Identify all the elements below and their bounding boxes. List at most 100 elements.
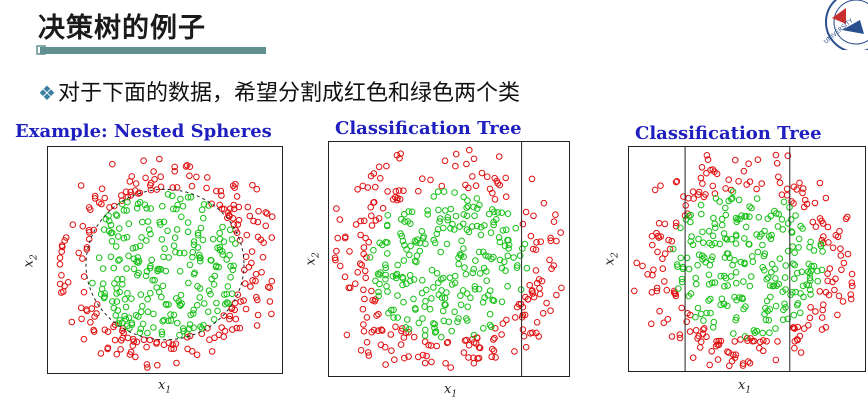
- red-point: [143, 343, 150, 351]
- red-point: [745, 358, 752, 365]
- red-point: [371, 297, 379, 305]
- green-point: [447, 205, 455, 213]
- red-point: [499, 320, 507, 327]
- red-point: [169, 341, 176, 348]
- red-point: [692, 327, 700, 334]
- green-point: [791, 261, 798, 269]
- red-point: [231, 306, 238, 314]
- red-point: [122, 188, 130, 196]
- red-point: [254, 296, 261, 304]
- red-point: [346, 248, 353, 255]
- red-point: [834, 311, 841, 319]
- red-point: [661, 278, 668, 285]
- red-point: [140, 157, 147, 164]
- red-point: [211, 334, 218, 342]
- red-point: [268, 213, 276, 220]
- green-point: [133, 204, 141, 212]
- red-point: [370, 198, 378, 206]
- green-point: [433, 230, 441, 238]
- green-point: [397, 216, 405, 223]
- red-point: [208, 348, 216, 355]
- red-point: [61, 282, 68, 290]
- green-point: [722, 204, 729, 212]
- red-point: [800, 203, 808, 211]
- red-point: [829, 244, 837, 252]
- green-point: [222, 300, 229, 308]
- green-point: [404, 316, 411, 323]
- bullet-text-line: ❖对于下面的数据，希望分割成红色和绿色两个类: [38, 75, 520, 107]
- red-point: [689, 188, 697, 196]
- green-point: [180, 327, 187, 335]
- red-point: [93, 301, 101, 308]
- red-point: [242, 305, 250, 313]
- green-point: [176, 331, 183, 339]
- green-point: [201, 300, 208, 307]
- red-point: [64, 279, 72, 286]
- red-point: [85, 229, 93, 236]
- red-point: [245, 263, 253, 271]
- green-point: [452, 212, 460, 220]
- green-point: [761, 227, 768, 235]
- red-point: [352, 221, 360, 228]
- red-point: [398, 325, 406, 332]
- red-point: [104, 345, 111, 353]
- red-point: [818, 326, 826, 333]
- red-point: [825, 239, 832, 246]
- green-point: [112, 211, 120, 218]
- green-point: [419, 234, 427, 242]
- green-point: [782, 304, 789, 311]
- red-point: [816, 215, 824, 222]
- red-point: [357, 347, 365, 354]
- green-point: [115, 320, 123, 327]
- green-point: [185, 279, 192, 287]
- red-point: [118, 192, 125, 199]
- green-point: [480, 325, 487, 332]
- green-point: [463, 226, 471, 233]
- green-point: [794, 269, 801, 277]
- green-point: [810, 262, 818, 270]
- green-point: [737, 258, 745, 266]
- green-point: [406, 251, 413, 259]
- green-point: [430, 236, 437, 244]
- green-point: [415, 319, 423, 327]
- red-point: [405, 353, 412, 360]
- green-point: [701, 254, 708, 261]
- green-point: [488, 255, 495, 263]
- green-point: [449, 220, 456, 228]
- green-point: [810, 247, 818, 254]
- red-point: [235, 216, 243, 224]
- green-point: [759, 329, 766, 337]
- red-point: [367, 203, 375, 211]
- red-point: [794, 323, 802, 331]
- red-point: [357, 231, 364, 239]
- green-point: [733, 218, 740, 226]
- green-point: [776, 255, 784, 262]
- red-point: [465, 354, 472, 361]
- panel-2-xlabel: x1: [444, 382, 458, 400]
- green-point: [389, 272, 397, 280]
- panel-3-xlabel: x1: [738, 378, 752, 396]
- red-point: [543, 299, 550, 307]
- red-point: [826, 265, 834, 272]
- green-point: [372, 277, 379, 285]
- red-point: [754, 156, 762, 163]
- red-point: [730, 351, 737, 359]
- bullet-text: 对于下面的数据，希望分割成红色和绿色两个类: [57, 81, 520, 106]
- red-point: [356, 260, 364, 267]
- green-point: [439, 274, 447, 282]
- green-point: [196, 251, 203, 259]
- green-point: [504, 283, 511, 290]
- green-point: [107, 221, 115, 229]
- green-point: [431, 329, 439, 336]
- green-point: [463, 212, 471, 220]
- red-point: [533, 239, 540, 246]
- red-point: [496, 181, 504, 189]
- panel-3-title: Classification Tree: [635, 123, 822, 144]
- red-point: [654, 248, 661, 256]
- green-point: [224, 283, 232, 290]
- red-point: [254, 311, 262, 319]
- red-point: [362, 274, 370, 282]
- red-point: [778, 191, 786, 199]
- red-point: [75, 249, 83, 257]
- green-point: [687, 238, 695, 245]
